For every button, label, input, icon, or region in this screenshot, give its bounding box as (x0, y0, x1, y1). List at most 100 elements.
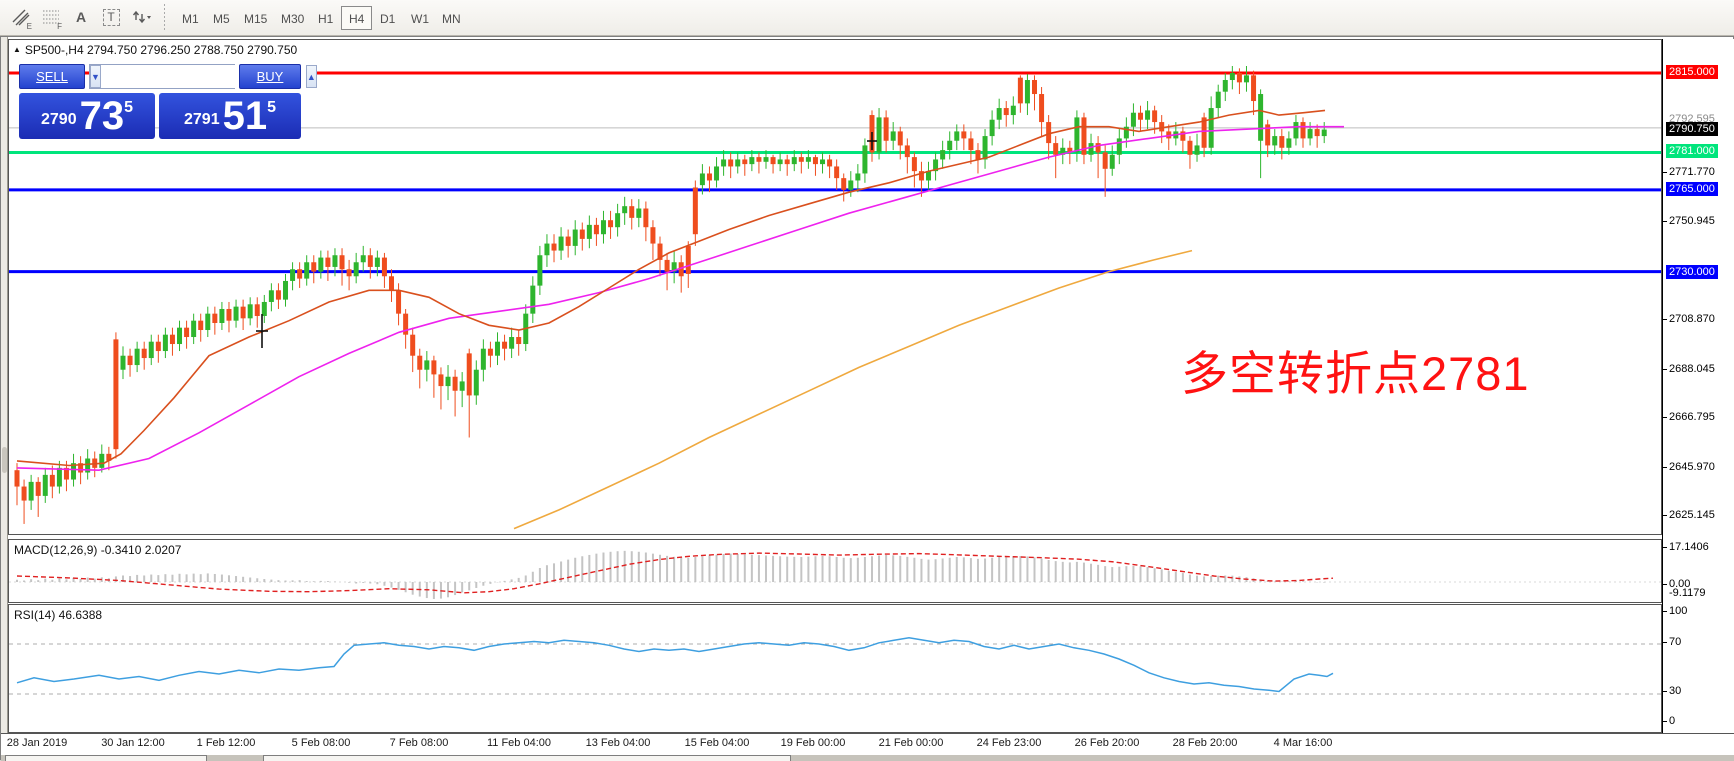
candle-body (926, 171, 932, 181)
candle-body (1074, 117, 1080, 153)
candle-body (996, 108, 1002, 120)
candle-body (1039, 94, 1045, 123)
candle-body (1053, 143, 1059, 155)
candle-body (1321, 129, 1327, 137)
timeframe-button-D1[interactable]: D1 (380, 12, 396, 26)
price-label-2815.000: 2815.000 (1666, 65, 1718, 79)
timeframe-button-H4[interactable]: H4 (341, 6, 373, 30)
main-chart-pane[interactable]: ▲ SP500-,H4 2794.750 2796.250 2788.750 27… (8, 39, 1662, 535)
candle-body (883, 117, 889, 141)
timeframe-button-M30[interactable]: M30 (281, 12, 305, 26)
axis-tick (1663, 172, 1667, 173)
toolbar-separator (164, 4, 165, 32)
sell-button[interactable]: SELL (19, 64, 85, 89)
candle-body (1293, 122, 1299, 139)
candlestick-chart[interactable] (9, 40, 1661, 534)
candle-body (261, 301, 267, 316)
candle-body (410, 334, 416, 356)
chart-window: ▲ SP500-,H4 2794.750 2796.250 2788.750 27… (0, 36, 1734, 761)
buy-price-display[interactable]: 2791 51 5 (159, 93, 301, 139)
candle-body (134, 348, 140, 366)
macd-chart[interactable] (9, 540, 1661, 602)
price-label-17.1406: 17.1406 (1669, 541, 1709, 553)
candle-body (431, 360, 437, 375)
chart-tab-1[interactable] (263, 755, 791, 761)
candle-body (445, 376, 451, 387)
grid-icon[interactable]: F (43, 10, 62, 31)
time-label: 19 Feb 00:00 (780, 737, 846, 749)
candle-body (141, 348, 147, 359)
text-box-icon[interactable]: T (98, 5, 124, 31)
candle-body (120, 355, 126, 370)
timeframe-button-H1[interactable]: H1 (318, 12, 334, 26)
text-label-icon[interactable]: A (75, 9, 87, 25)
candle-body (516, 337, 522, 345)
price-label-2750.945: 2750.945 (1669, 215, 1715, 227)
time-label: 15 Feb 04:00 (684, 737, 750, 749)
candle-body (297, 269, 303, 279)
timeframe-button-M5[interactable]: M5 (213, 12, 230, 26)
timeframe-button-MN[interactable]: MN (442, 12, 461, 26)
candle-body (487, 348, 493, 356)
candle-body (904, 145, 910, 158)
collapse-panel-icon[interactable]: ▲ (13, 45, 21, 54)
macd-label: MACD(12,26,9) -0.3410 2.0207 (14, 543, 182, 557)
time-label: 1 Feb 12:00 (196, 737, 256, 749)
candle-body (1279, 136, 1285, 148)
candle-body (798, 157, 804, 162)
cycle-lines-icon[interactable] (128, 5, 154, 31)
price-label-2765.000: 2765.000 (1666, 182, 1718, 196)
price-axis[interactable]: 2815.000 2792.595 2790.750 2781.000 2771.770… (1662, 39, 1734, 733)
volume-decrease-button[interactable]: ▼ (90, 65, 101, 88)
axis-tick (1663, 221, 1667, 222)
candle-body (403, 313, 409, 335)
macd-pane[interactable]: MACD(12,26,9) -0.3410 2.0207 (8, 539, 1662, 603)
axis-tick (1663, 691, 1667, 692)
rsi-chart[interactable] (9, 605, 1661, 732)
candle-body (374, 257, 380, 267)
axis-tick (1663, 467, 1667, 468)
time-label: 28 Feb 20:00 (1172, 737, 1238, 749)
sell-price-small: 2790 (41, 111, 77, 128)
timeframe-button-M15[interactable]: M15 (244, 12, 268, 26)
time-label: 26 Feb 20:00 (1074, 737, 1140, 749)
volume-increase-button[interactable]: ▲ (305, 65, 317, 88)
sell-price-display[interactable]: 2790 73 5 (19, 93, 155, 139)
candle-body (1307, 129, 1313, 139)
time-axis[interactable]: 28 Jan 2019 30 Jan 12:00 1 Feb 12:00 5 Feb … (1, 733, 1734, 755)
chart-tab-0[interactable] (5, 755, 207, 761)
candle-body (664, 259, 670, 272)
candle-body (657, 243, 663, 260)
candle-body (876, 117, 882, 153)
buy-button[interactable]: BUY (239, 64, 301, 89)
candle-body (643, 208, 649, 228)
candle-body (848, 180, 854, 190)
candle-body (353, 262, 359, 277)
candle-body (1187, 140, 1193, 155)
rsi-pane[interactable]: RSI(14) 46.6388 (8, 604, 1662, 733)
indicators-icon[interactable]: E (8, 5, 34, 31)
candle-body (177, 327, 183, 345)
timeframe-button-W1[interactable]: W1 (411, 12, 429, 26)
candle-body (509, 337, 515, 349)
candle-body (1243, 75, 1249, 83)
sell-price-sup: 5 (124, 99, 133, 116)
price-label-30: 30 (1669, 685, 1682, 697)
time-label: 28 Jan 2019 (6, 737, 68, 749)
candle-body (42, 474, 48, 496)
candle-body (1088, 143, 1094, 155)
candle-body (749, 157, 755, 165)
candle-body (989, 119, 995, 137)
candle-body (1201, 117, 1207, 148)
candle-body (1272, 136, 1278, 146)
candle-body (777, 159, 783, 165)
time-label: 13 Feb 04:00 (585, 737, 651, 749)
candle-body (99, 453, 105, 468)
splitter-handle[interactable] (2, 447, 7, 473)
timeframe-button-M1[interactable]: M1 (182, 12, 199, 26)
rsi-label: RSI(14) 46.6388 (14, 608, 103, 622)
candle-body (827, 159, 833, 167)
candle-body (530, 285, 536, 314)
candle-body (805, 157, 811, 162)
candle-body (106, 453, 112, 461)
